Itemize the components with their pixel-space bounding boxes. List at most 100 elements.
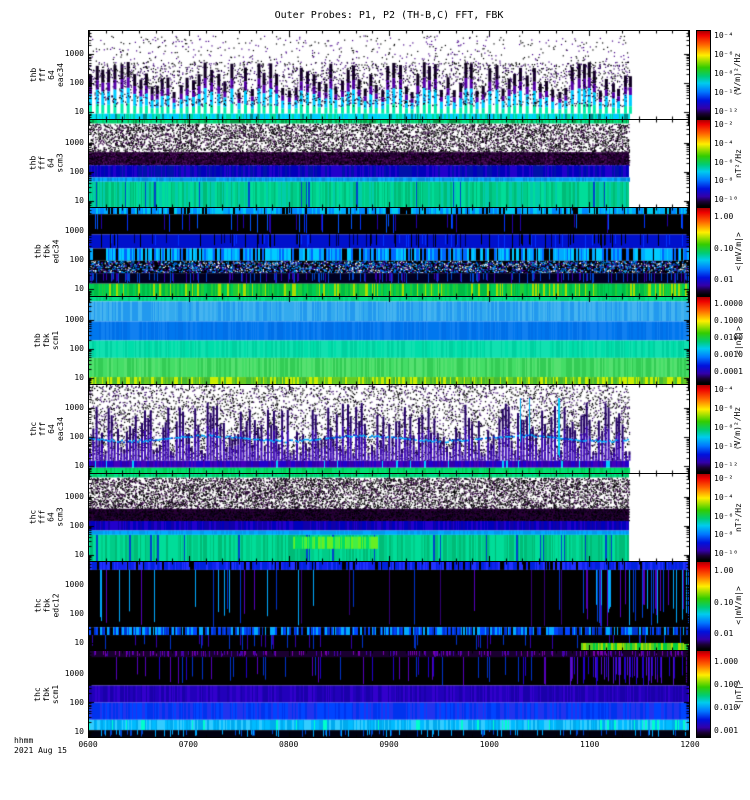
colorbar-unit-1: (V/m)²/Hz	[733, 52, 743, 97]
freq-tick-label: 1000	[64, 491, 84, 501]
colorbar-ticks-5: 10⁻⁴ 10⁻⁶ 10⁻⁸ 10⁻¹⁰ 10⁻¹²	[714, 384, 748, 473]
colorbar-ticks-1: 10⁻⁴ 10⁻⁶ 10⁻⁸ 10⁻¹⁰ 10⁻¹²	[714, 30, 748, 119]
time-tick-label: 1200	[680, 740, 700, 749]
colorbar-tick-label: 0.0100	[714, 333, 743, 342]
spectrogram-canvas-thc-fff-64-eac34	[89, 385, 689, 473]
time-axis-unit-label: hhmm	[14, 736, 34, 745]
panel-ylabel-thb-fff-64-scm3: thb fff 64 scm3	[28, 153, 65, 173]
colorbar-ticks-8: 1.000 0.100 0.010 0.001	[714, 650, 748, 738]
panel-thc-fbk-edc12	[88, 561, 690, 650]
freq-tick-label: 100	[69, 697, 84, 707]
colorbar-tick-label: 0.0001	[714, 367, 743, 376]
date-label: 2021 Aug 15	[14, 746, 67, 755]
freq-tick-label: 1000	[64, 668, 84, 678]
colorbar-ticks-6: 10⁻² 10⁻⁴ 10⁻⁶ 10⁻⁸ 10⁻¹⁰	[714, 473, 748, 561]
colorbar-tick-label: 0.001	[714, 726, 739, 735]
colorbar-tick-label: 10⁻²	[714, 120, 734, 129]
freq-tick-label: 1000	[64, 137, 84, 147]
freq-tick-label: 100	[69, 78, 84, 88]
freq-tick-label: 100	[69, 520, 84, 530]
colorbar-unit-2: nT²/Hz	[733, 148, 743, 178]
colorbar-tick-label: 10⁻⁸	[714, 423, 734, 432]
colorbar-tick-label: 10⁻¹⁰	[714, 195, 739, 204]
spectrogram-canvas-thb-fff-64-eac34	[89, 31, 689, 119]
freq-tick-label: 10	[74, 284, 84, 294]
colorbar-tick-label: 1.000	[714, 657, 739, 666]
freq-tick-label: 1000	[64, 579, 84, 589]
colorbar-tick-label: 10⁻⁸	[714, 530, 734, 540]
colorbar-unit-8: <|nT|>	[733, 679, 743, 709]
time-tick-label: 0700	[178, 740, 198, 749]
time-tick-label: 0800	[279, 740, 299, 749]
freq-tick-label: 10	[74, 372, 84, 382]
freq-tick-label: 10	[74, 107, 84, 117]
freq-tick-label: 1000	[64, 48, 84, 58]
colorbar-ticks-7: 1.00 0.10 0.01	[714, 561, 748, 650]
colorbar-tick-label: 10⁻²	[714, 474, 734, 483]
colorbar-tick-label: 10⁻¹²	[714, 461, 739, 470]
colorbar-tick-label: 0.100	[714, 680, 739, 689]
freq-tick-label: 100	[69, 609, 84, 619]
colorbar-1	[696, 30, 711, 119]
colorbar-unit-3: <|mV/m|>	[733, 232, 743, 271]
colorbar-tick-label: 0.01	[714, 275, 734, 284]
colorbar-tick-label: 0.1000	[714, 316, 743, 325]
colorbar-3	[696, 207, 711, 296]
colorbar-tick-label: 0.10	[714, 243, 734, 253]
colorbar-ticks-2: 10⁻² 10⁻⁴ 10⁻⁶ 10⁻⁸ 10⁻¹⁰	[714, 119, 748, 207]
colorbar-ticks-4: 1.0000 0.1000 0.0100 0.0010 0.0001	[714, 296, 748, 384]
freq-tick-label: 100	[69, 166, 84, 176]
spectrogram-canvas-thb-fbk-scm1	[89, 297, 689, 384]
colorbar-tick-label: 0.010	[714, 703, 739, 712]
colorbar-tick-label: 10⁻¹⁰	[714, 88, 739, 97]
colorbar-tick-label: 1.00	[714, 566, 734, 575]
colorbar-tick-label: 10⁻⁶	[714, 404, 734, 413]
colorbar-tick-label: 10⁻⁴	[714, 31, 734, 40]
colorbar-tick-label: 10⁻¹⁰	[714, 549, 739, 558]
freq-tick-label: 100	[69, 432, 84, 442]
panel-ylabel-thb-fbk-edc34: thb fbk edc34	[33, 239, 61, 264]
panel-thc-fff-64-eac34	[88, 384, 690, 473]
colorbar-unit-6: nT²/Hz	[733, 502, 743, 532]
colorbar-6	[696, 473, 711, 561]
freq-tick-label: 10	[74, 638, 84, 648]
freq-tick-label: 1000	[64, 225, 84, 235]
panel-thb-fff-64-scm3	[88, 119, 690, 207]
colorbar-tick-label: 10⁻⁴	[714, 385, 734, 394]
colorbar-tick-label: 10⁻⁶	[714, 50, 734, 59]
panel-ylabel-thc-fbk-edc12: thc fbk edc12	[33, 593, 61, 618]
spectrogram-canvas-thb-fff-64-scm3	[89, 120, 689, 207]
colorbar-5	[696, 384, 711, 473]
colorbar-8	[696, 650, 711, 738]
freq-tick-label: 100	[69, 343, 84, 353]
panel-thc-fff-64-scm3	[88, 473, 690, 561]
colorbar-tick-label: 10⁻⁴	[714, 492, 734, 502]
colorbar-tick-label: 10⁻¹⁰	[714, 442, 739, 451]
colorbar-7	[696, 561, 711, 650]
colorbar-unit-4: <|nT|>	[733, 325, 743, 355]
freq-tick-label: 100	[69, 255, 84, 265]
freq-tick-label: 10	[74, 461, 84, 471]
plot-title: Outer Probes: P1, P2 (TH-B,C) FFT, FBK	[274, 10, 504, 21]
freq-tick-label: 10	[74, 726, 84, 736]
colorbar-tick-label: 10⁻⁸	[714, 176, 734, 186]
spectrogram-canvas-thc-fff-64-scm3	[89, 474, 689, 561]
colorbar-tick-label: 0.01	[714, 629, 734, 638]
panel-thb-fff-64-eac34	[88, 30, 690, 119]
colorbar-tick-label: 10⁻⁴	[714, 138, 734, 148]
spectrogram-canvas-thc-fbk-edc12	[89, 562, 689, 650]
panel-ylabel-thb-fff-64-eac34: thb fff 64 eac34	[29, 62, 65, 87]
colorbar-tick-label: 10⁻⁸	[714, 69, 734, 78]
panel-ylabel-thc-fff-64-eac34: thc fff 64 eac34	[29, 416, 65, 441]
freq-tick-label: 1000	[64, 402, 84, 412]
colorbar-tick-label: 10⁻⁶	[714, 511, 734, 521]
time-tick-label: 1100	[580, 740, 600, 749]
colorbar-unit-5: (V/m)²/Hz	[733, 406, 743, 451]
colorbar-unit-7: <|mV/m|>	[733, 586, 743, 625]
spectrogram-canvas-thb-fbk-edc34	[89, 208, 689, 296]
time-tick-label: 1000	[479, 740, 499, 749]
colorbar-tick-label: 0.0010	[714, 350, 743, 359]
colorbar-tick-label: 1.00	[714, 212, 734, 221]
colorbar-tick-label: 10⁻⁶	[714, 157, 734, 167]
